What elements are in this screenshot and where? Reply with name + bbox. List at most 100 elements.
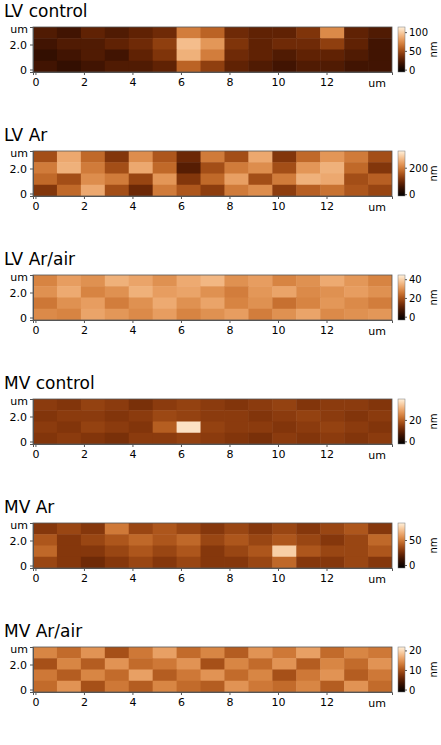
tick-label: 8 — [226, 696, 233, 709]
heatmap-cell — [320, 399, 344, 411]
heatmap-cell — [368, 557, 392, 568]
heatmap-cell — [296, 61, 320, 72]
heatmap-cell — [57, 658, 81, 670]
heatmap-cell — [248, 309, 272, 320]
heatmap-cell — [129, 309, 153, 320]
tick: 6 — [178, 692, 185, 709]
heatmap-cell — [153, 298, 177, 310]
tick-label: 10 — [271, 448, 285, 461]
tick-label: 6 — [178, 572, 185, 585]
colorbar-tick — [405, 70, 407, 71]
colorbar-tick-label: 20 — [409, 293, 422, 304]
tick-label: 8 — [226, 200, 233, 213]
heatmap-cell — [296, 534, 320, 546]
heatmap — [33, 523, 392, 568]
heatmap-cell — [201, 433, 225, 444]
tick-label: 0 — [20, 64, 27, 77]
plot-frame — [33, 27, 392, 72]
heatmap-cell — [153, 309, 177, 320]
heatmap-cell — [129, 410, 153, 422]
heatmap — [33, 27, 392, 72]
tick-label: 8 — [226, 448, 233, 461]
heatmap-cell — [81, 410, 105, 422]
tick: 4 — [129, 568, 136, 585]
heatmap-cell — [81, 546, 105, 558]
heatmap-cell — [57, 185, 81, 196]
heatmap-cell — [320, 27, 344, 39]
heatmap-cell — [344, 174, 368, 186]
heatmap — [33, 647, 392, 692]
heatmap-cell — [57, 670, 81, 682]
heatmap-cell — [272, 410, 296, 422]
heatmap-cell — [57, 523, 81, 535]
tick-label: 12 — [320, 572, 334, 585]
heatmap-cell — [177, 433, 201, 444]
heatmap-cell — [296, 433, 320, 444]
heatmap-cell — [81, 557, 105, 568]
x-axis: 024681012 — [32, 444, 392, 461]
heatmap-cell — [272, 399, 296, 411]
tick-label: 4 — [129, 76, 136, 89]
colorbar-tick — [405, 194, 407, 195]
heatmap-cell — [201, 61, 225, 72]
axis-line — [30, 276, 34, 321]
tick-label: 12 — [320, 76, 334, 89]
heatmap-cell — [153, 162, 177, 174]
heatmap-cell — [272, 185, 296, 196]
heatmap-cell — [201, 647, 225, 659]
panel-title: MV Ar — [4, 497, 54, 517]
colorbar-title: nm — [428, 41, 439, 57]
tick-mark — [132, 196, 133, 199]
colorbar-tick-label: 20 — [409, 645, 422, 656]
tick: 2 — [81, 72, 88, 89]
heatmap-cell — [105, 523, 129, 535]
heatmap-cell — [320, 523, 344, 535]
tick: 2.0 — [10, 163, 34, 176]
heatmap-cell — [320, 410, 344, 422]
heatmap-cell — [33, 658, 57, 670]
heatmap-cell — [224, 275, 248, 287]
heatmap-cell — [344, 422, 368, 434]
tick-label: 0 — [20, 436, 27, 449]
heatmap-cell — [368, 151, 392, 163]
heatmap-cell — [57, 557, 81, 568]
tick: 0 — [32, 444, 39, 461]
heatmap-cell — [248, 151, 272, 163]
colorbar-tick — [405, 540, 407, 541]
heatmap-cell — [368, 433, 392, 444]
heatmap-cell — [153, 50, 177, 62]
heatmap — [33, 275, 392, 320]
heatmap-cell — [129, 298, 153, 310]
heatmap-cell — [344, 151, 368, 163]
tick-mark — [327, 320, 328, 323]
heatmap-cell — [33, 523, 57, 535]
heatmap-cell — [105, 162, 129, 174]
heatmap-cell — [33, 38, 57, 50]
heatmap-cell — [105, 422, 129, 434]
heatmap-cell — [272, 286, 296, 298]
heatmap-cell — [248, 647, 272, 659]
heatmap-cell — [81, 670, 105, 682]
heatmap-cell — [129, 38, 153, 50]
panel-title: LV Ar — [4, 125, 47, 145]
heatmap-cell — [248, 546, 272, 558]
heatmap-cell — [296, 286, 320, 298]
tick-mark — [327, 692, 328, 695]
heatmap-cell — [33, 185, 57, 196]
heatmap-cell — [177, 185, 201, 196]
heatmap-cell — [153, 557, 177, 568]
heatmap-cell — [296, 185, 320, 196]
heatmap-cell — [296, 410, 320, 422]
heatmap-cell — [177, 27, 201, 39]
heatmap-cell — [296, 422, 320, 434]
heatmap-cell — [296, 681, 320, 692]
heatmap-cell — [320, 658, 344, 670]
heatmap-cell — [320, 670, 344, 682]
tick-mark — [30, 293, 33, 294]
heatmap-cell — [248, 422, 272, 434]
heatmap-cell — [81, 162, 105, 174]
tick-label: 0 — [20, 560, 27, 573]
heatmap-cell — [153, 151, 177, 163]
tick: 2.0 — [10, 39, 34, 52]
tick-mark — [84, 692, 85, 695]
